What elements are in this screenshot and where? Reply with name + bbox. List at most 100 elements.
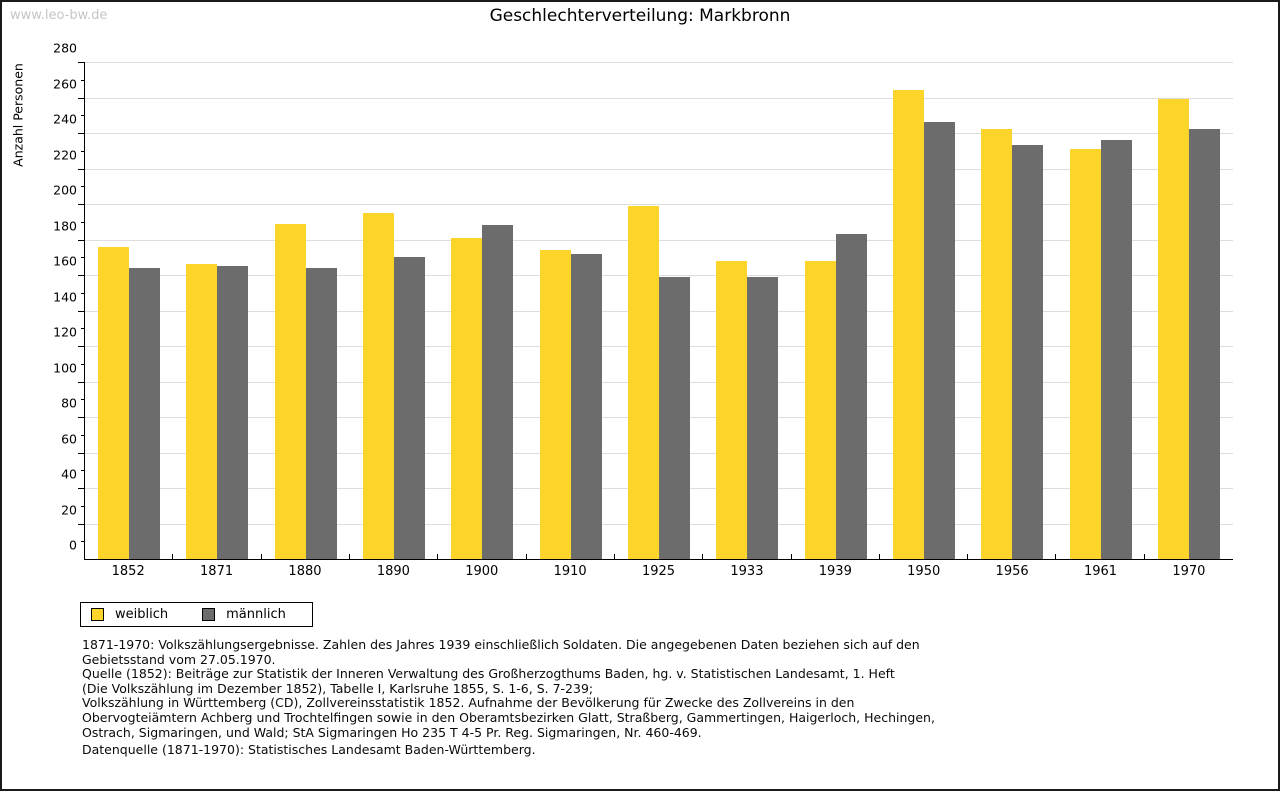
y-axis-minor-tick [81, 363, 85, 365]
y-axis-tick-label: 40 [61, 466, 77, 482]
y-axis-tick [78, 488, 85, 490]
gridline [85, 62, 1233, 63]
y-axis-tick-label: 220 [53, 147, 77, 162]
x-axis-label: 1925 [641, 564, 676, 579]
y-axis-minor-tick [81, 292, 85, 294]
bar-weiblich-1961 [1069, 148, 1101, 559]
bars-layer [85, 62, 1233, 559]
bar-männlich-1933 [747, 276, 779, 559]
y-axis-tick [78, 97, 85, 99]
maennlich-swatch-icon [202, 608, 216, 621]
x-axis-label: 1950 [907, 564, 941, 579]
y-axis-tick [78, 275, 85, 277]
bar-group-1890 [350, 62, 439, 559]
y-axis-tick-label: 140 [53, 289, 77, 304]
x-axis-label: 1939 [818, 564, 852, 579]
note-line: Gebietsstand vom 27.05.1970. [82, 651, 276, 667]
x-axis-tick [1143, 554, 1145, 559]
bar-group-1961 [1056, 62, 1145, 559]
y-axis-tick-label: 20 [61, 502, 77, 518]
bar-männlich-1871 [217, 266, 249, 559]
bar-weiblich-1970 [1157, 99, 1189, 559]
y-axis-minor-tick [81, 434, 85, 436]
bar-weiblich-1910 [539, 250, 571, 559]
y-axis-tick-label: 160 [53, 253, 77, 269]
bar-group-1910 [527, 62, 615, 559]
note-line: (Die Volkszählung im Dezember 1852), Tab… [82, 680, 594, 696]
x-axis-tick [967, 554, 969, 559]
weiblich-swatch-icon [91, 608, 104, 621]
bar-group-1871 [173, 62, 262, 559]
y-axis-tick [78, 417, 85, 419]
x-axis-tick [348, 554, 350, 559]
x-axis-label: 1871 [200, 564, 234, 579]
bar-weiblich-1880 [274, 223, 306, 559]
y-axis-minor-tick [81, 399, 85, 401]
gridline [85, 204, 1233, 205]
bar-group-1925 [615, 62, 704, 559]
y-axis-minor-tick [81, 186, 85, 188]
bar-männlich-1939 [835, 234, 867, 559]
note-line: Ostrach, Sigmaringen, und Wald; StA Sigm… [82, 724, 702, 740]
x-axis-label: 1956 [995, 564, 1029, 579]
bar-weiblich-1852 [98, 246, 130, 559]
bar-group-1880 [262, 62, 350, 559]
bar-männlich-1910 [570, 253, 602, 559]
y-axis-minor-tick [81, 115, 85, 117]
x-axis-tick [1055, 554, 1057, 559]
y-axis-title: Anzahl Personen [10, 63, 26, 167]
note-line: Volkszählung in Württemberg (CD), Zollve… [82, 695, 855, 711]
x-axis-labels: 1852 1871 1880 1890 1900 1910 1925 1933 1939 1950… [84, 564, 1233, 579]
y-axis-tick [78, 168, 85, 170]
note-line: Obervogteiämtern Achberg und Trochtelfin… [82, 709, 935, 725]
x-axis-tick [525, 554, 527, 559]
bar-männlich-1961 [1100, 140, 1132, 559]
y-axis-tick [78, 346, 85, 347]
x-axis-label: 1933 [730, 564, 764, 579]
bar-group-1970 [1145, 62, 1233, 559]
y-axis-tick [78, 204, 85, 205]
y-axis-minor-tick [81, 150, 85, 152]
x-axis-tick [437, 554, 439, 559]
bar-weiblich-1890 [363, 212, 395, 559]
y-axis-tick [78, 133, 85, 134]
bar-männlich-1890 [394, 257, 426, 559]
bar-weiblich-1956 [981, 129, 1013, 559]
legend-label: männlich [226, 607, 286, 622]
bar-weiblich-1933 [716, 260, 748, 559]
bar-männlich-1852 [129, 267, 161, 559]
x-axis-label: 1852 [111, 564, 145, 579]
y-axis-minor-tick [81, 221, 85, 223]
y-axis-tick [78, 310, 85, 312]
source-notes: 1871-1970: Volkszählungsergebnisse. Zahl… [82, 637, 1212, 740]
bar-männlich-1956 [1012, 145, 1044, 559]
bar-weiblich-1939 [804, 260, 836, 559]
page-title: Geschlechterverteilung: Markbronn [489, 6, 791, 26]
y-axis-tick-label: 80 [61, 395, 77, 411]
y-axis-tick-label: 200 [53, 182, 77, 198]
y-axis-minor-tick [81, 79, 85, 81]
legend-label: weiblich [115, 607, 169, 622]
gridline [85, 133, 1233, 134]
legend: weiblich männlich [80, 602, 313, 627]
x-axis-label: 1910 [553, 564, 587, 579]
watermark-url: www.leo-bw.de [10, 8, 108, 23]
y-axis-tick-label: 0 [69, 537, 77, 553]
y-axis-tick-label: 60 [61, 431, 77, 446]
bar-group-1900 [438, 62, 527, 559]
x-axis-tick [878, 554, 880, 559]
y-axis-minor-tick [81, 257, 85, 259]
y-axis-minor-tick [81, 541, 85, 543]
bar-group-1933 [703, 62, 792, 559]
x-axis-label: 1890 [376, 564, 410, 579]
plot-area: 0 20 40 60 80 100 120 140 160 180 200 220 240 260 280 [53, 41, 1233, 560]
x-axis-tick [702, 554, 704, 559]
note-line: 1871-1970: Volkszählungsergebnisse. Zahl… [82, 637, 920, 652]
bar-weiblich-1925 [628, 205, 660, 559]
y-axis-tick [78, 239, 85, 241]
y-axis-tick [78, 523, 85, 525]
note-line: Quelle (1852): Beiträge zur Statistik de… [82, 666, 895, 682]
bar-männlich-1880 [305, 267, 337, 559]
x-axis-label: 1970 [1172, 564, 1206, 579]
